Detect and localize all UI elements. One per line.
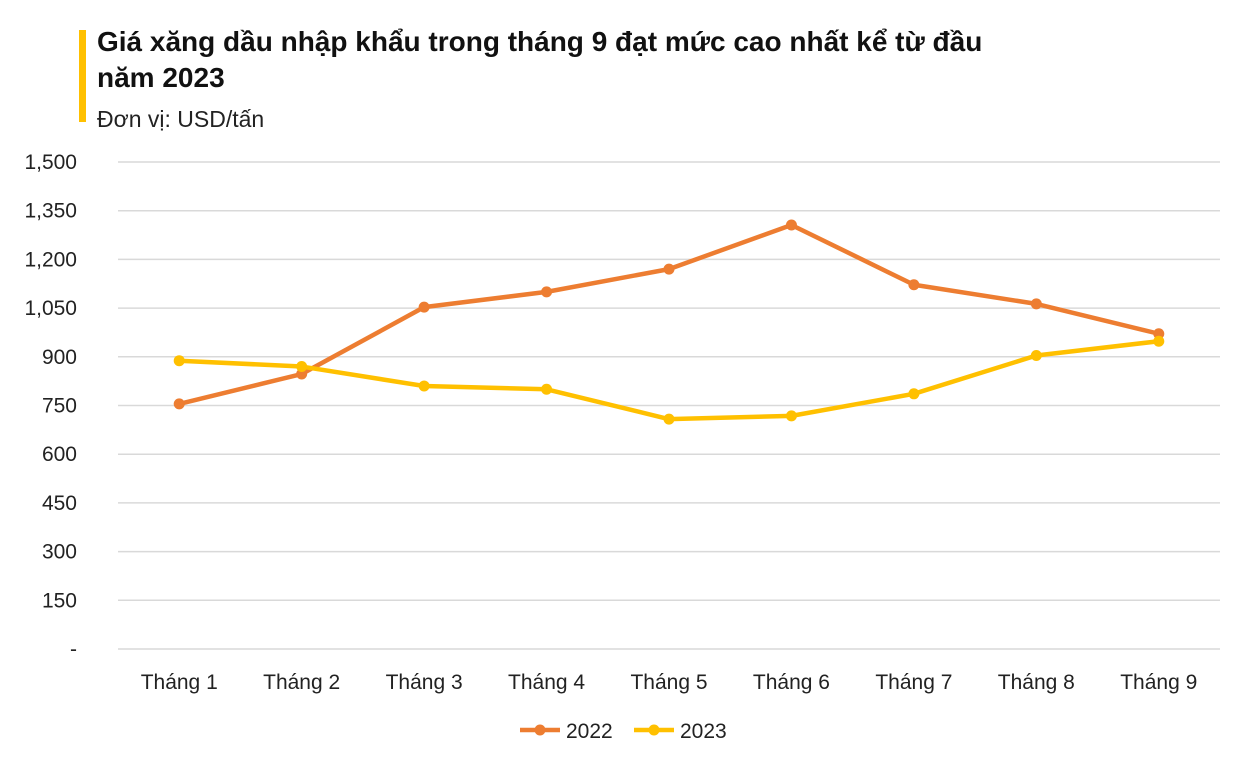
data-point-2022 — [173, 398, 185, 410]
y-tick-label: 450 — [42, 492, 77, 515]
data-point-2023 — [173, 355, 185, 367]
y-tick-label: 600 — [42, 443, 77, 466]
x-tick-label: Tháng 1 — [141, 671, 218, 694]
x-tick-label: Tháng 2 — [263, 671, 340, 694]
data-point-2023 — [418, 380, 430, 392]
y-tick-label: - — [70, 638, 77, 661]
y-tick-label: 1,500 — [24, 151, 77, 174]
y-tick-label: 150 — [42, 589, 77, 612]
legend-label-2023: 2023 — [680, 720, 727, 743]
y-tick-label: 1,050 — [24, 297, 77, 320]
data-point-2022 — [418, 301, 430, 313]
legend-label-2022: 2022 — [566, 720, 613, 743]
chart-unit-label: Đơn vị: USD/tấn — [97, 106, 265, 132]
data-point-2022 — [1030, 298, 1042, 310]
y-tick-label: 900 — [42, 346, 77, 369]
data-point-2023 — [296, 361, 308, 373]
legend-marker-2023 — [648, 724, 660, 736]
x-axis-ticks: Tháng 1 Tháng 2 Tháng 3 Tháng 4 Tháng 5 Tháng… — [141, 671, 1198, 694]
gridlines — [118, 161, 1220, 650]
y-tick-label: 1,200 — [24, 248, 77, 271]
legend-marker-2022 — [534, 724, 546, 736]
series-layer — [173, 219, 1165, 425]
series-line-2023 — [176, 338, 1162, 422]
data-point-2023 — [1030, 350, 1042, 362]
x-tick-label: Tháng 5 — [630, 671, 707, 694]
data-point-2022 — [663, 263, 675, 275]
x-tick-label: Tháng 3 — [386, 671, 463, 694]
x-tick-label: Tháng 7 — [875, 671, 952, 694]
data-point-2023 — [908, 388, 920, 400]
legend-item-2022: 2022 — [520, 720, 613, 743]
data-point-2022 — [541, 286, 553, 298]
legend: 2022 2023 — [520, 720, 727, 743]
legend-item-2023: 2023 — [634, 720, 727, 743]
data-point-2022 — [908, 279, 920, 291]
x-tick-label: Tháng 8 — [998, 671, 1075, 694]
y-tick-label: 750 — [42, 395, 77, 418]
data-point-2023 — [785, 410, 797, 422]
title-accent-bar — [79, 30, 86, 122]
x-tick-label: Tháng 9 — [1120, 671, 1197, 694]
x-tick-label: Tháng 6 — [753, 671, 830, 694]
data-point-2023 — [663, 413, 675, 425]
data-point-2023 — [541, 383, 553, 395]
y-axis-ticks: - 150 300 450 600 750 900 1,050 1,200 1,350 1,500 — [24, 151, 77, 661]
x-tick-label: Tháng 4 — [508, 671, 585, 694]
data-point-2023 — [1153, 335, 1165, 347]
series-line-2022 — [176, 222, 1162, 407]
y-tick-label: 1,350 — [24, 200, 77, 223]
y-tick-label: 300 — [42, 541, 77, 564]
data-point-2022 — [785, 219, 797, 231]
chart-title: Giá xăng dầu nhập khẩu trong tháng 9 đạt… — [97, 26, 983, 93]
